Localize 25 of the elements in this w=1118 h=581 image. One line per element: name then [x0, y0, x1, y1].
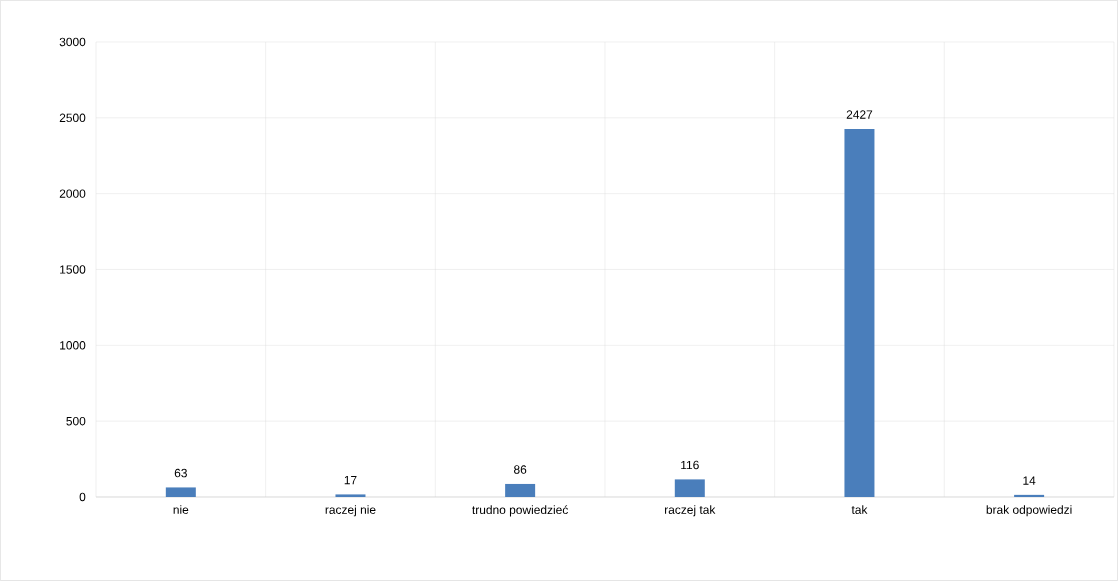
x-tick-label: tak — [851, 505, 868, 514]
y-tick-label: 0 — [79, 492, 86, 502]
y-tick-label: 1000 — [60, 341, 86, 350]
bar — [335, 494, 366, 498]
data-label: 63 — [174, 468, 187, 478]
bar — [505, 483, 536, 498]
x-tick-label: raczej nie — [325, 505, 376, 517]
data-label: 17 — [344, 476, 357, 485]
x-tick-label: brak odpowiedzi — [986, 505, 1072, 517]
x-tick-label: nie — [173, 505, 189, 514]
data-label: 116 — [681, 460, 699, 470]
data-label: 14 — [1023, 476, 1036, 485]
data-label: 2427 — [846, 110, 873, 119]
y-tick-label: 2000 — [59, 189, 86, 198]
bar — [844, 128, 875, 498]
x-tick-label: trudno powiedzieć — [472, 505, 568, 517]
bar — [165, 487, 196, 498]
y-tick-label: 3000 — [59, 37, 86, 47]
y-tick-label: 2500 — [59, 113, 86, 123]
y-tick-label: 500 — [66, 416, 86, 426]
bar — [674, 479, 705, 498]
x-tick-label: raczej tak — [665, 505, 716, 517]
bar — [1014, 494, 1045, 498]
y-tick-label: 1500 — [60, 265, 86, 274]
data-label: 86 — [514, 465, 527, 474]
